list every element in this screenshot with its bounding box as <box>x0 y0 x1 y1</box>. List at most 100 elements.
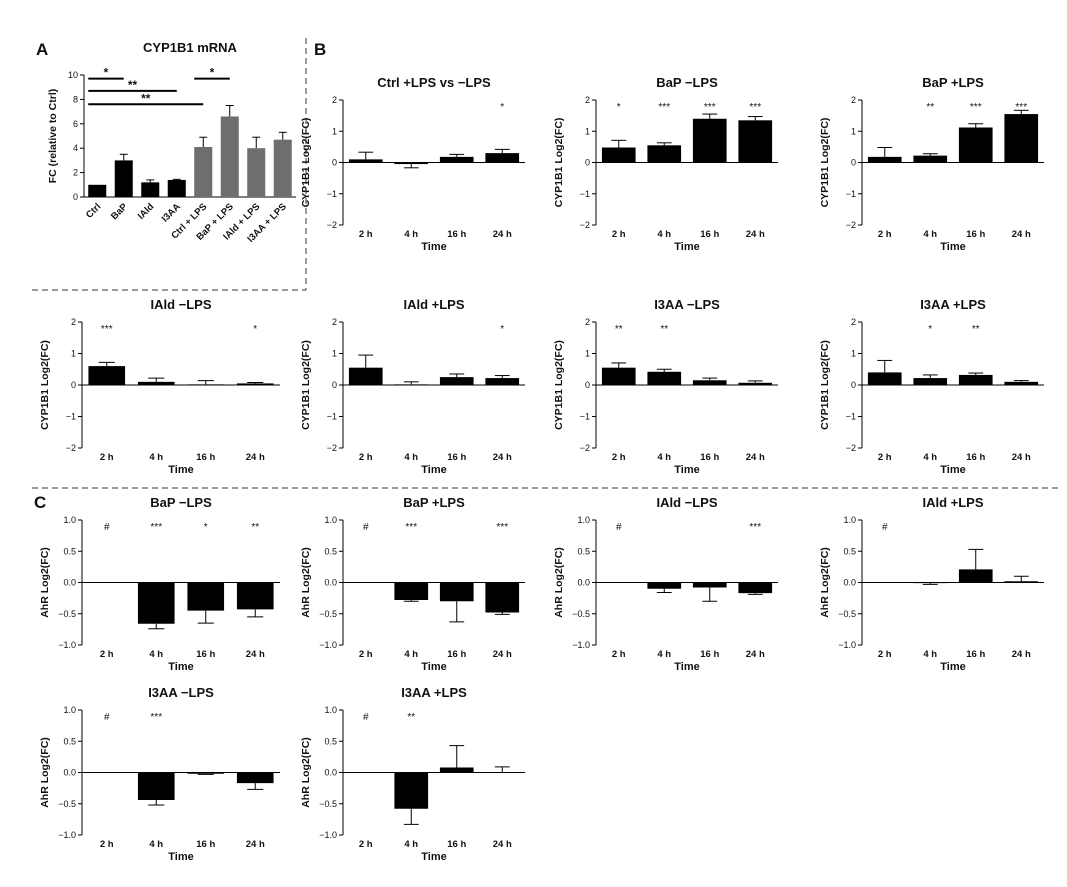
y-tick-label: −1 <box>580 412 590 422</box>
x-axis-label: Time <box>940 661 965 673</box>
significance-label: *** <box>405 522 417 533</box>
y-tick-label: 0.0 <box>324 768 337 778</box>
y-tick-label: −1 <box>66 412 76 422</box>
significance-label: *** <box>150 522 162 533</box>
separators <box>32 38 1060 489</box>
y-tick-label: 0.0 <box>843 578 856 588</box>
x-tick-label: 24 h <box>746 649 765 660</box>
y-axis-label: CYP1B1 Log2(FC) <box>553 340 565 430</box>
y-tick-label: 2 <box>585 95 590 105</box>
x-axis-label: Time <box>674 661 699 673</box>
x-tick-label: 24 h <box>1012 649 1031 660</box>
y-axis-label: AhR Log2(FC) <box>300 737 312 808</box>
x-tick-label: 4 h <box>404 839 418 850</box>
x-axis-label: Time <box>940 241 965 253</box>
x-tick-label: 2 h <box>100 649 114 660</box>
y-tick-label: 1 <box>585 126 590 136</box>
y-tick-label: 2 <box>73 168 78 178</box>
x-tick-label: 4 h <box>923 452 937 463</box>
y-tick-label: 1.0 <box>843 515 856 525</box>
y-tick-label: 0.0 <box>63 578 76 588</box>
x-axis-label: Time <box>168 464 193 476</box>
chart-title: IAld −LPS <box>656 495 717 510</box>
bar <box>867 156 902 163</box>
y-axis-label: CYP1B1 Log2(FC) <box>300 118 312 208</box>
chart-b1: Ctrl +LPS vs −LPS −2 −1 0 1 2 CYP1B1 Log2(FC) 2… <box>300 75 525 253</box>
x-tick-label: 24 h <box>246 649 265 660</box>
y-tick-label: −2 <box>66 443 76 453</box>
y-tick-label: 4 <box>73 143 78 153</box>
x-tick-label: 16 h <box>447 229 466 240</box>
chart-title: BaP +LPS <box>922 75 984 90</box>
x-tick-label: 2 h <box>878 452 892 463</box>
significance-label: * <box>500 324 504 335</box>
bar <box>738 120 773 163</box>
x-tick-label: 2 h <box>359 839 373 850</box>
chart-c4: IAld +LPS −1.0 −0.5 0.0 0.5 1.0 AhR Log2(FC) 2 … <box>819 495 1044 673</box>
bar <box>187 582 225 611</box>
x-tick-label: 2 h <box>359 649 373 660</box>
x-tick-label: IAld <box>136 201 157 222</box>
bar <box>394 582 429 600</box>
bar <box>187 384 225 385</box>
y-tick-label: 1 <box>332 349 337 359</box>
significance-label: # <box>104 522 110 533</box>
chart-b3: BaP +LPS −2 −1 0 1 2 CYP1B1 Log2(FC) 2 h 4 h ** 16… <box>819 75 1044 253</box>
bar <box>236 383 274 385</box>
bar <box>439 156 474 163</box>
y-axis-label: AhR Log2(FC) <box>553 547 565 618</box>
bar <box>485 582 520 613</box>
y-tick-label: 0 <box>851 158 856 168</box>
y-axis-label: CYP1B1 Log2(FC) <box>300 340 312 430</box>
bar <box>867 372 902 385</box>
y-tick-label: 0 <box>73 192 78 202</box>
bar <box>1004 114 1039 163</box>
significance-bracket-label: ** <box>141 91 151 105</box>
y-tick-label: 1 <box>851 349 856 359</box>
significance-label: ** <box>926 102 934 113</box>
y-tick-label: 2 <box>332 95 337 105</box>
bar <box>647 582 682 589</box>
bar <box>187 772 225 774</box>
significance-label: # <box>882 522 888 533</box>
y-tick-label: −1.0 <box>572 640 590 650</box>
bar <box>485 378 520 385</box>
x-tick-label: 2 h <box>359 229 373 240</box>
significance-label: ** <box>660 324 668 335</box>
y-tick-label: 2 <box>851 95 856 105</box>
y-tick-label: 1 <box>585 349 590 359</box>
x-axis-label: Time <box>421 851 446 863</box>
significance-bracket-label: * <box>104 66 109 80</box>
x-tick-label: 2 h <box>878 229 892 240</box>
bar <box>647 371 682 385</box>
y-tick-label: 2 <box>71 317 76 327</box>
y-tick-label: 6 <box>73 119 78 129</box>
x-tick-label: 2 h <box>612 452 626 463</box>
x-axis-label: Time <box>674 464 699 476</box>
y-axis-label: AhR Log2(FC) <box>39 547 51 618</box>
significance-label: # <box>104 712 110 723</box>
x-tick-label: 16 h <box>447 839 466 850</box>
chart-title: CYP1B1 mRNA <box>143 40 238 55</box>
x-tick-label: 16 h <box>196 452 215 463</box>
bar <box>692 380 727 385</box>
x-axis-label: Time <box>674 241 699 253</box>
bar <box>137 381 175 385</box>
bar <box>220 116 239 197</box>
x-tick-label: 4 h <box>149 649 163 660</box>
x-tick-label: 4 h <box>149 452 163 463</box>
y-axis-label: FC (relative to Ctrl) <box>47 89 59 184</box>
significance-label: *** <box>970 102 982 113</box>
significance-label: *** <box>1015 102 1027 113</box>
y-tick-label: 0 <box>332 158 337 168</box>
y-tick-label: −2 <box>580 220 590 230</box>
x-tick-label: 24 h <box>746 229 765 240</box>
y-tick-label: −2 <box>580 443 590 453</box>
significance-label: # <box>616 522 622 533</box>
significance-label: # <box>363 712 369 723</box>
significance-label: *** <box>150 712 162 723</box>
x-tick-label: 24 h <box>493 649 512 660</box>
y-tick-label: 1.0 <box>324 705 337 715</box>
chart-title: I3AA −LPS <box>654 297 720 312</box>
